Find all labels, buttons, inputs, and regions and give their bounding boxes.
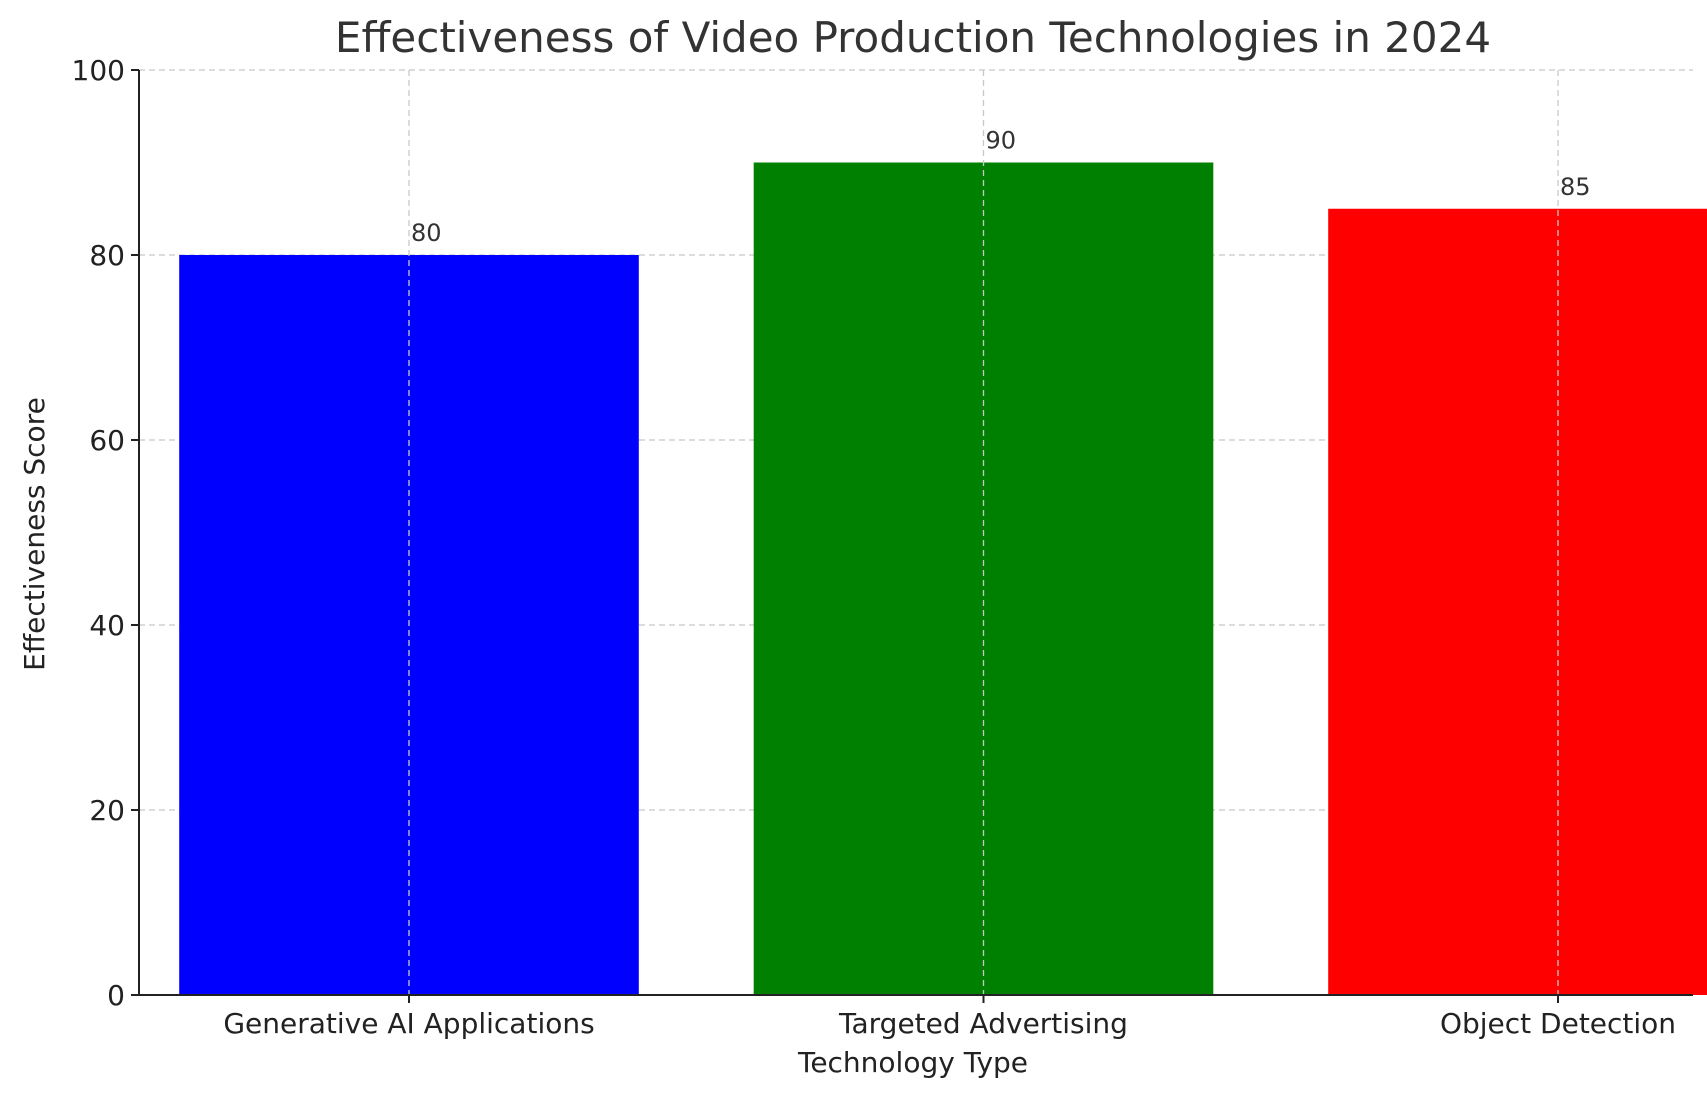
y-tick-label: 40	[89, 609, 125, 642]
x-tick-label: Generative AI Applications	[223, 1007, 594, 1040]
chart-title: Effectiveness of Video Production Techno…	[335, 13, 1491, 62]
x-tick-label: Object Detection	[1440, 1007, 1676, 1040]
x-axis-label: Technology Type	[797, 1046, 1028, 1079]
x-axis-ticks: Generative AI Applications Targeted Adver…	[223, 995, 1676, 1040]
bar	[1328, 208, 1707, 995]
data-labels: 80 90 85	[411, 127, 1591, 248]
x-tick-label: Targeted Advertising	[838, 1007, 1128, 1040]
y-axis-label: Effectiveness Score	[18, 397, 51, 671]
y-tick-label: 100	[72, 54, 125, 87]
axes	[138, 70, 1693, 996]
bar-value-label: 80	[411, 219, 442, 247]
y-axis-ticks: 0 20 40 60 80 100	[72, 54, 139, 1012]
y-tick-label: 80	[89, 239, 125, 272]
vertical-grid	[408, 70, 1559, 995]
bar-value-label: 85	[1560, 173, 1591, 201]
bar-value-label: 90	[986, 127, 1017, 155]
y-tick-label: 60	[89, 424, 125, 457]
y-tick-label: 0	[107, 979, 125, 1012]
y-tick-label: 20	[89, 794, 125, 827]
